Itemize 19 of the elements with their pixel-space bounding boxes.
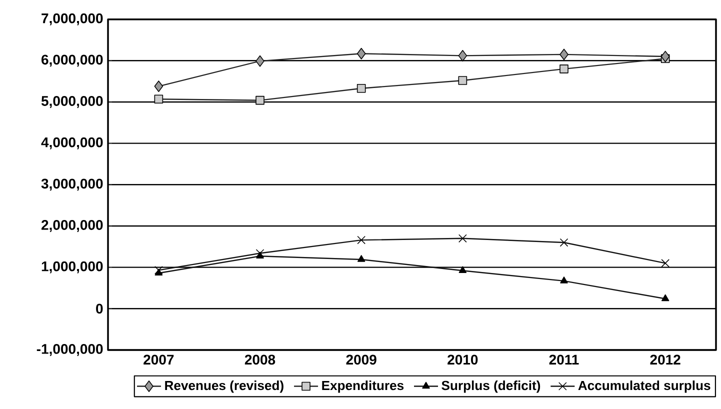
y-tick-label: 5,000,000 <box>41 96 103 108</box>
y-tick-label: 7,000,000 <box>42 13 103 26</box>
legend-label: Accumulated surplus <box>578 380 710 393</box>
y-tick-label: 3,000,000 <box>41 178 103 191</box>
y-tick-label: 0 <box>96 304 103 314</box>
x-tick-label: 2010 <box>448 354 478 365</box>
y-tick-label: 4,000,000 <box>41 137 103 150</box>
legend-label: Surplus (deficit) <box>442 380 540 393</box>
y-tick-label: 6,000,000 <box>42 54 103 67</box>
legend-label: Revenues (revised) <box>165 380 284 393</box>
x-tick-label: 2009 <box>346 354 376 365</box>
x-tick-label: 2012 <box>650 354 680 365</box>
x-tick-label: 2007 <box>144 354 174 365</box>
x-tick-label: 2008 <box>244 354 276 365</box>
x-tick-label: 2011 <box>549 354 579 365</box>
y-tick-label: 1,000,000 <box>42 261 103 274</box>
legend-label: Expenditures <box>322 380 404 393</box>
y-tick-label: 2,000,000 <box>41 220 103 232</box>
y-tick-label: -1,000,000 <box>36 344 103 356</box>
